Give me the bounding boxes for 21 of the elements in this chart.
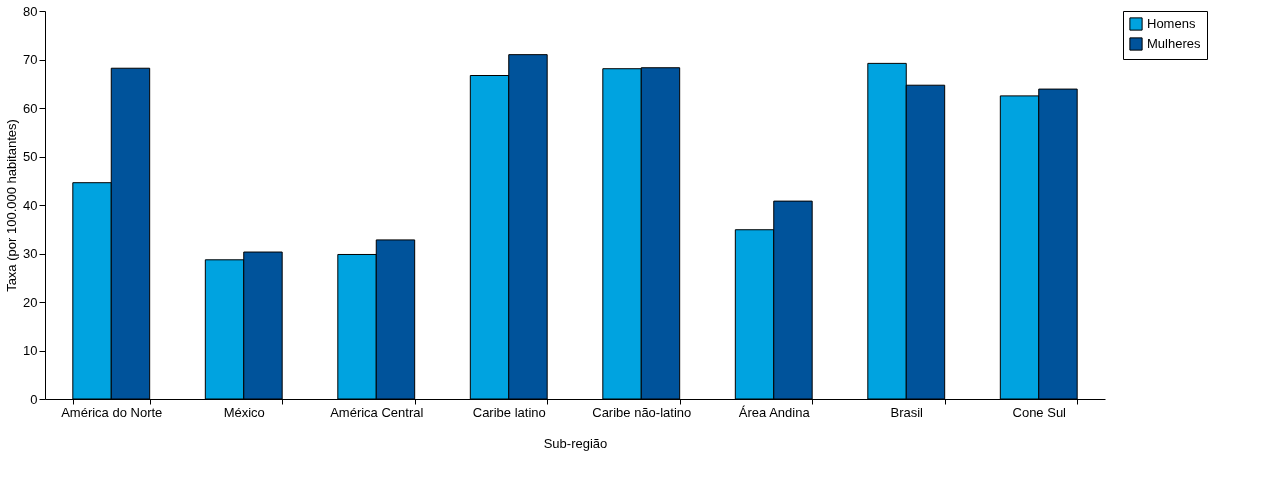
x-tick-label: Caribe não-latino — [592, 404, 692, 420]
x-tick-label: Caribe latino — [472, 404, 546, 420]
y-tick-label: 20 — [23, 294, 38, 310]
y-tick-label: 30 — [23, 246, 38, 261]
x-tick-label: Brasil — [890, 404, 924, 420]
y-tick-label: 10 — [23, 343, 38, 358]
y-tick-label: 70 — [23, 52, 38, 67]
y-tick-label: 80 — [23, 3, 38, 19]
x-axis-title: Sub-região — [543, 435, 608, 451]
legend-label: Homens — [1147, 16, 1196, 31]
y-tick-label: 50 — [23, 149, 38, 164]
x-tick-label: América do Norte — [61, 404, 163, 420]
y-tick-label: 40 — [23, 197, 38, 213]
y-tick-label: 60 — [23, 100, 38, 116]
legend-label: Mulheres — [1147, 36, 1201, 51]
x-tick-label: México — [223, 404, 265, 420]
y-tick-label: 0 — [30, 391, 38, 407]
y-axis-title: Taxa (por 100.000 habitantes) — [4, 119, 20, 292]
x-tick-label: Cone Sul — [1012, 404, 1067, 420]
x-tick-label: América Central — [330, 404, 424, 420]
x-tick-label: Área Andina — [738, 404, 811, 420]
